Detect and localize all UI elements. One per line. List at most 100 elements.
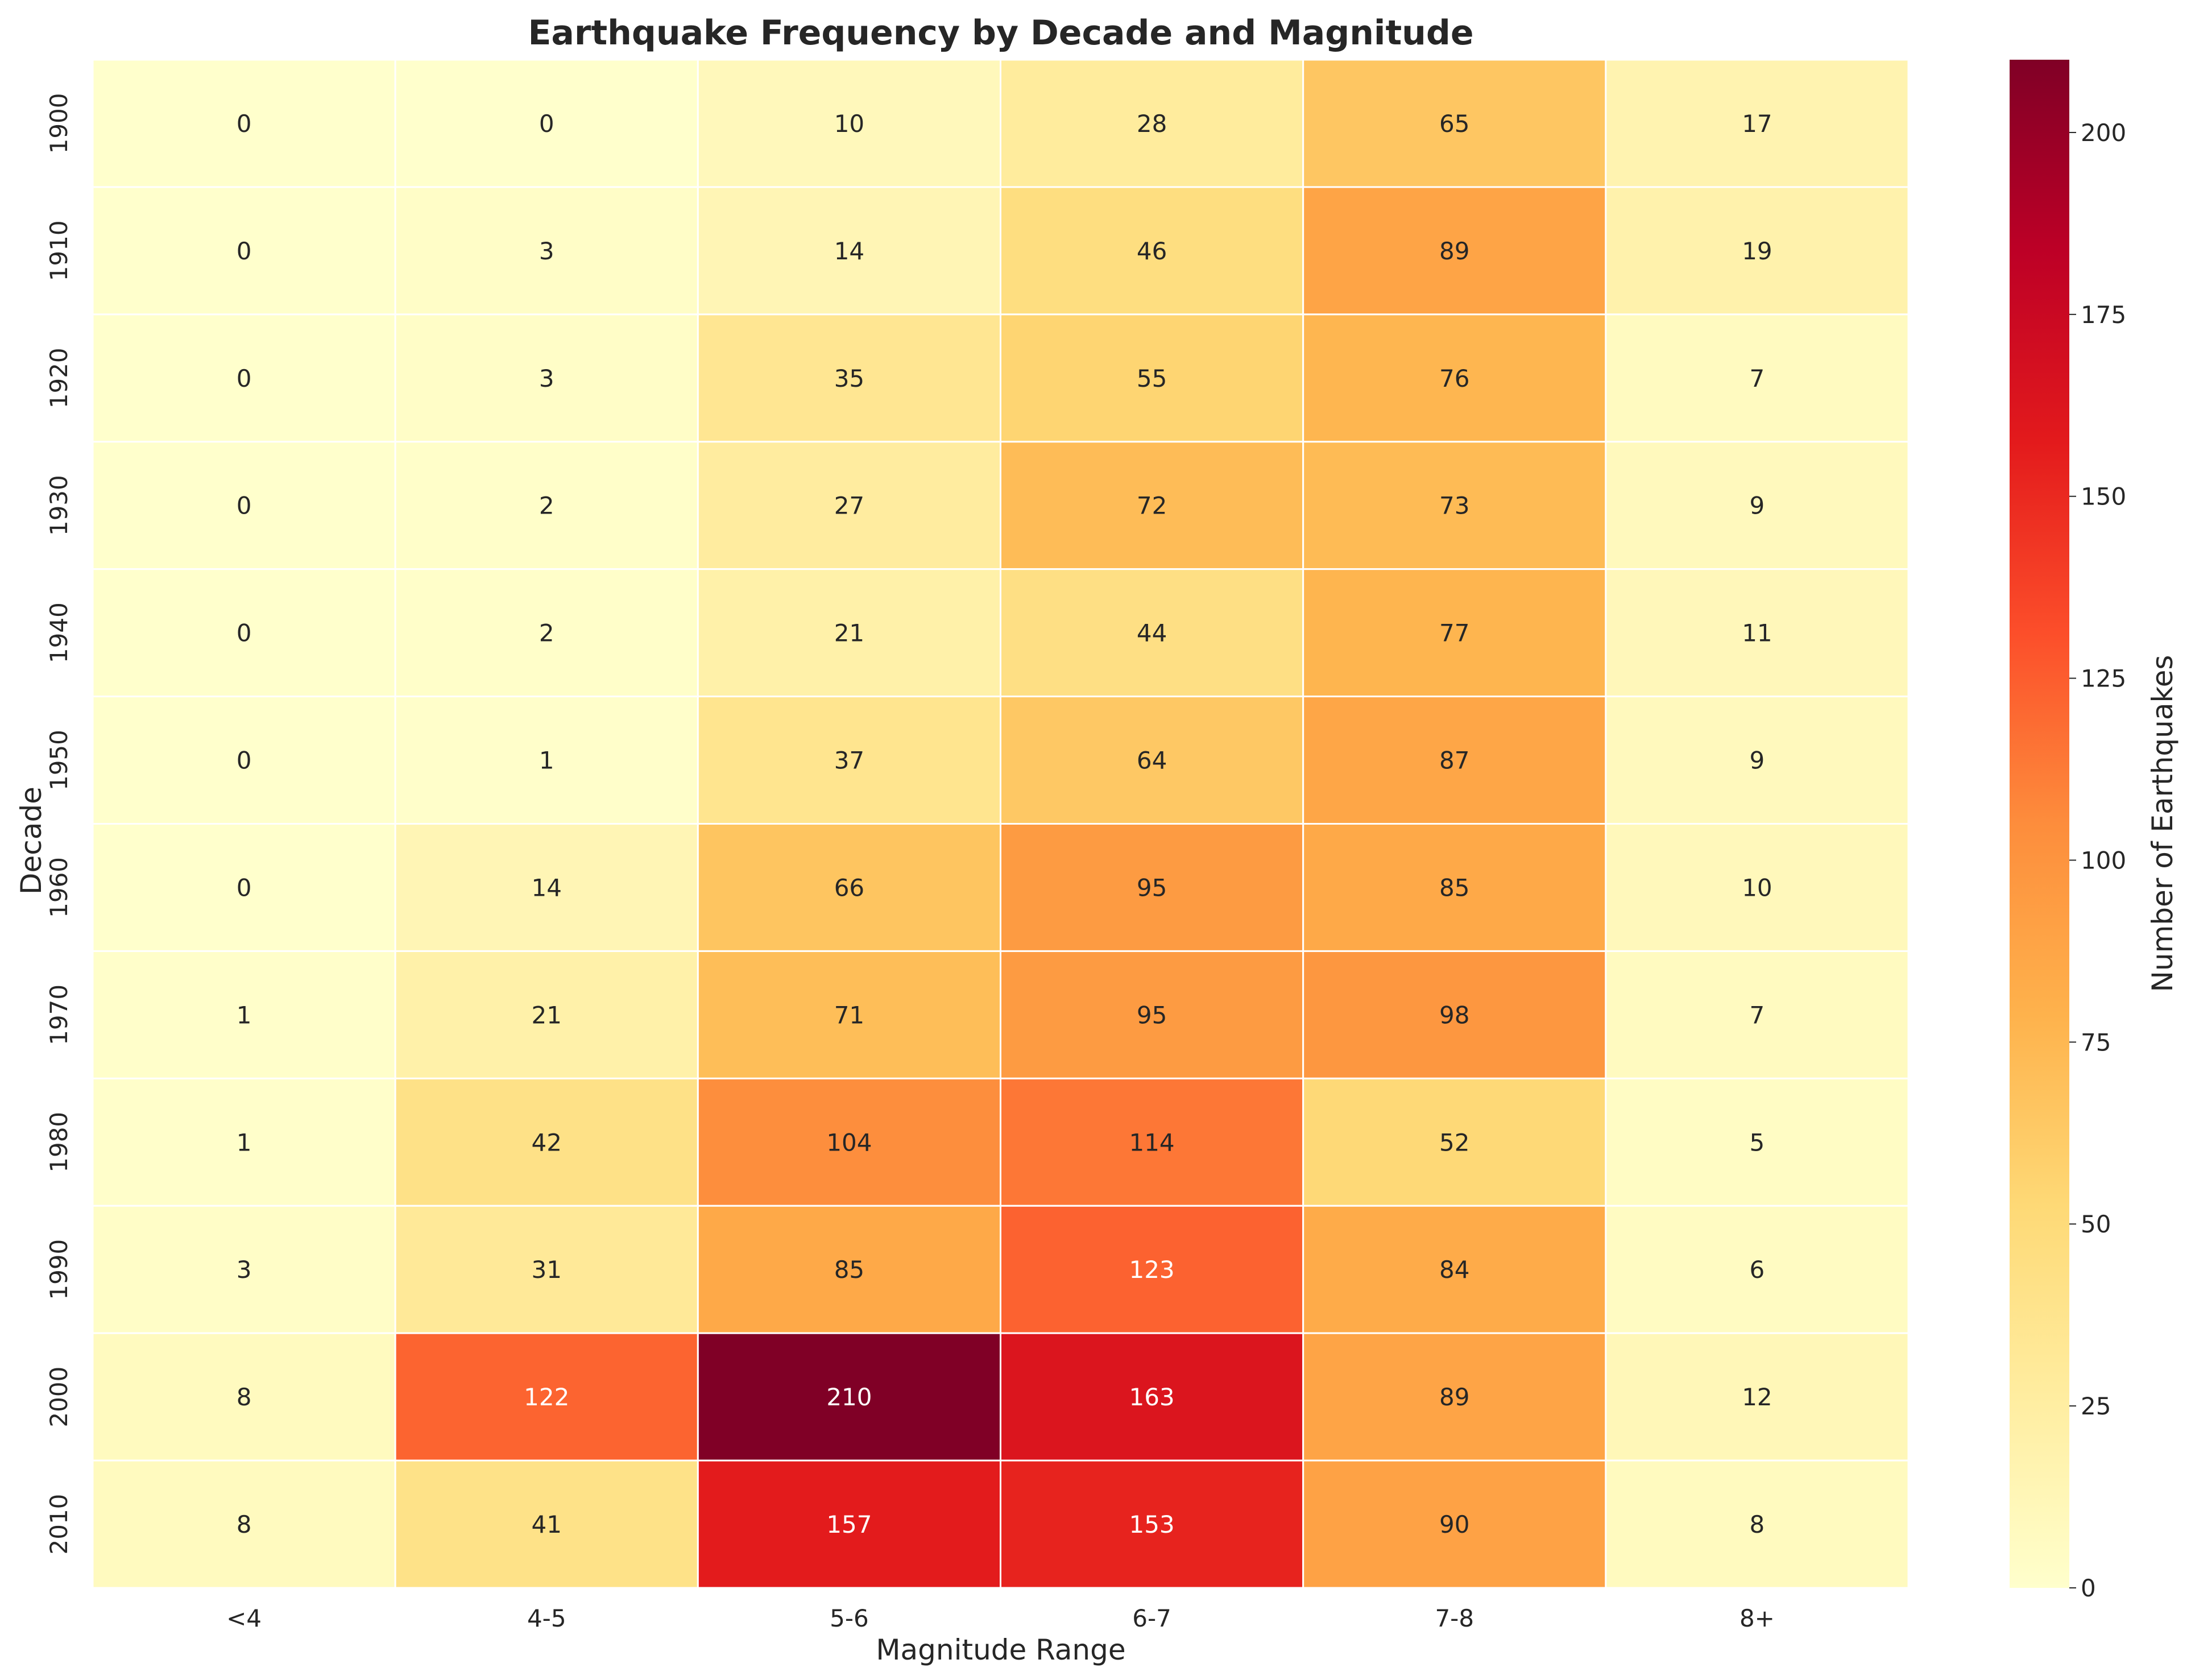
- colorbar-tick-label: 50: [2081, 1210, 2111, 1238]
- cell-value-label: 0: [237, 110, 252, 138]
- heatmap-cell: [1605, 186, 1910, 316]
- cell-value-label: 21: [834, 619, 864, 647]
- cell-value-label: 27: [834, 492, 864, 520]
- cell-value-label: 28: [1137, 110, 1167, 138]
- cell-value-label: 123: [1129, 1256, 1174, 1284]
- heatmap-cell: [1000, 950, 1304, 1079]
- cell-value-label: 0: [237, 237, 252, 265]
- cell-value-label: 6: [1750, 1256, 1765, 1284]
- cell-value-label: 10: [834, 110, 864, 138]
- heatmap-cell: [1605, 950, 1910, 1079]
- colorbar-tick-label: 0: [2081, 1574, 2096, 1602]
- heatmap-cell: [1000, 568, 1304, 698]
- heatmap-cell: [1000, 186, 1304, 316]
- y-tick-label: 1970: [45, 984, 73, 1045]
- cell-value-label: 3: [539, 237, 554, 265]
- cell-value-label: 52: [1439, 1128, 1469, 1156]
- cell-value-label: 5: [1750, 1128, 1765, 1156]
- cell-value-label: 0: [237, 874, 252, 901]
- cell-value-label: 114: [1129, 1128, 1174, 1156]
- heatmap-cell: [1000, 1459, 1304, 1589]
- cell-value-label: 210: [826, 1383, 872, 1411]
- cell-value-label: 73: [1439, 492, 1469, 520]
- cell-value-label: 21: [532, 1001, 562, 1029]
- heatmap-cell: [1302, 59, 1607, 188]
- heatmap-cell: [394, 441, 699, 570]
- cell-value-label: 0: [237, 619, 252, 647]
- heatmap-cell: [1000, 1332, 1304, 1462]
- heatmap-cell: [92, 59, 396, 188]
- cell-value-label: 19: [1742, 237, 1772, 265]
- heatmap-cell: [1000, 313, 1304, 443]
- x-tick-label: 7-8: [1435, 1604, 1474, 1632]
- cell-value-label: 71: [834, 1001, 864, 1029]
- heatmap-cell: [1605, 59, 1910, 188]
- heatmap-cell: [1605, 1459, 1910, 1589]
- cell-value-label: 104: [826, 1128, 872, 1156]
- cell-value-label: 8: [237, 1511, 252, 1538]
- heatmap-cell: [697, 823, 1002, 952]
- heatmap-cell: [92, 1205, 396, 1334]
- y-tick-labels: 1900 1910 1920 1930 1940 1950 1960 1970 1980 1990…: [45, 93, 73, 1555]
- heatmap-cell: [1605, 823, 1910, 952]
- heatmap-cell: [1302, 696, 1607, 825]
- cell-value-label: 87: [1439, 747, 1469, 775]
- heatmap-cell: [697, 1205, 1002, 1334]
- heatmap-cell: [697, 1459, 1002, 1589]
- y-tick-label: 1910: [45, 220, 73, 281]
- y-tick-label: 1960: [45, 857, 73, 918]
- colorbar-tick-label: 100: [2081, 846, 2126, 874]
- cell-value-label: 14: [532, 874, 562, 901]
- cell-value-label: 17: [1742, 110, 1772, 138]
- cell-value-label: 66: [834, 874, 864, 901]
- heatmap-cell: [92, 823, 396, 952]
- cell-value-label: 122: [524, 1383, 569, 1411]
- cell-value-label: 3: [237, 1256, 252, 1284]
- x-tick-label: 4-5: [527, 1604, 566, 1632]
- cell-value-label: 3: [539, 365, 554, 392]
- x-tick-labels: <4 4-5 5-6 6-7 7-8 8+: [226, 1604, 1775, 1632]
- colorbar-ticks: 0 25 50 75 100 125 150 175 200: [2069, 119, 2126, 1602]
- cell-value-label: 0: [237, 492, 252, 520]
- heatmap-cell: [697, 313, 1002, 443]
- heatmap-cell: [697, 568, 1002, 698]
- cell-value-label: 12: [1742, 1383, 1772, 1411]
- heatmap-cell: [394, 1332, 699, 1462]
- heatmap-cell: [92, 1332, 396, 1462]
- y-tick-label: 1900: [45, 93, 73, 154]
- cell-value-label: 89: [1439, 237, 1469, 265]
- heatmap-cell: [92, 950, 396, 1079]
- heatmap-cell: [92, 1459, 396, 1589]
- heatmap-cell: [1302, 441, 1607, 570]
- cell-value-labels: 0 0 10 28 65 170 3 14 46 89 190 3 35 55 76 70 2 27 72 73 90 2…: [237, 110, 1772, 1538]
- colorbar-tick-label: 150: [2081, 483, 2126, 511]
- y-tick-label: 1920: [45, 347, 73, 408]
- cell-value-label: 11: [1742, 619, 1772, 647]
- colorbar-tick-label: 175: [2081, 301, 2126, 329]
- cell-value-label: 0: [237, 365, 252, 392]
- cell-value-label: 7: [1750, 1001, 1765, 1029]
- cell-value-label: 72: [1137, 492, 1167, 520]
- x-tick-label: 8+: [1739, 1604, 1775, 1632]
- cell-value-label: 42: [532, 1128, 562, 1156]
- cell-value-label: 89: [1439, 1383, 1469, 1411]
- heatmap-cell: [394, 823, 699, 952]
- cell-value-label: 44: [1137, 619, 1167, 647]
- heatmap-cell: [394, 1459, 699, 1589]
- colorbar-tick-label: 200: [2081, 119, 2126, 147]
- cell-value-label: 35: [834, 365, 864, 392]
- cell-value-label: 55: [1137, 365, 1167, 392]
- cell-value-label: 64: [1137, 747, 1167, 775]
- cell-value-label: 8: [237, 1383, 252, 1411]
- heatmap-cell: [1605, 568, 1910, 698]
- chart-title: Earthquake Frequency by Decade and Magni…: [528, 13, 1473, 53]
- cell-value-label: 1: [539, 747, 554, 775]
- cell-value-label: 46: [1137, 237, 1167, 265]
- heatmap-cell: [394, 186, 699, 316]
- cell-value-label: 9: [1750, 492, 1765, 520]
- x-tick-label: 6-7: [1132, 1604, 1171, 1632]
- x-axis-label: Magnitude Range: [876, 1633, 1125, 1666]
- cell-value-label: 98: [1439, 1001, 1469, 1029]
- cell-value-label: 85: [1439, 874, 1469, 901]
- cell-value-label: 84: [1439, 1256, 1469, 1284]
